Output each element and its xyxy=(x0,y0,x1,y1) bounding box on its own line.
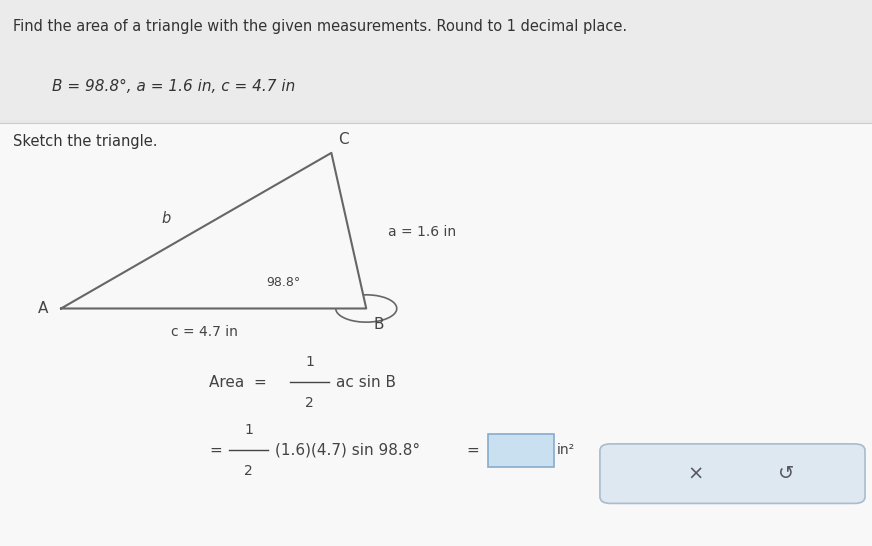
Text: A: A xyxy=(37,301,48,316)
Text: 1: 1 xyxy=(305,354,314,369)
FancyBboxPatch shape xyxy=(488,434,554,467)
Text: 98.8°: 98.8° xyxy=(267,276,301,289)
Text: Find the area of a triangle with the given measurements. Round to 1 decimal plac: Find the area of a triangle with the giv… xyxy=(13,19,627,34)
Text: b: b xyxy=(161,211,170,226)
Text: B = 98.8°, a = 1.6 in, c = 4.7 in: B = 98.8°, a = 1.6 in, c = 4.7 in xyxy=(52,79,296,94)
Text: (1.6)(4.7) sin 98.8°: (1.6)(4.7) sin 98.8° xyxy=(275,443,419,458)
Text: =: = xyxy=(209,443,222,458)
Text: ↺: ↺ xyxy=(778,464,794,483)
Text: ac sin B: ac sin B xyxy=(336,375,396,390)
Text: 1: 1 xyxy=(244,423,253,437)
Text: =: = xyxy=(467,443,480,458)
Text: 2: 2 xyxy=(305,396,314,410)
Bar xyxy=(0,0,872,120)
Text: ×: × xyxy=(688,464,704,483)
Text: Sketch the triangle.: Sketch the triangle. xyxy=(13,134,158,149)
Text: c = 4.7 in: c = 4.7 in xyxy=(172,325,238,339)
Text: C: C xyxy=(338,133,349,147)
Text: 2: 2 xyxy=(244,464,253,478)
FancyBboxPatch shape xyxy=(600,444,865,503)
Text: Area  =: Area = xyxy=(209,375,267,390)
Text: in²: in² xyxy=(556,443,575,458)
Text: B: B xyxy=(373,317,384,331)
Text: a = 1.6 in: a = 1.6 in xyxy=(388,225,456,239)
Bar xyxy=(0,123,872,546)
